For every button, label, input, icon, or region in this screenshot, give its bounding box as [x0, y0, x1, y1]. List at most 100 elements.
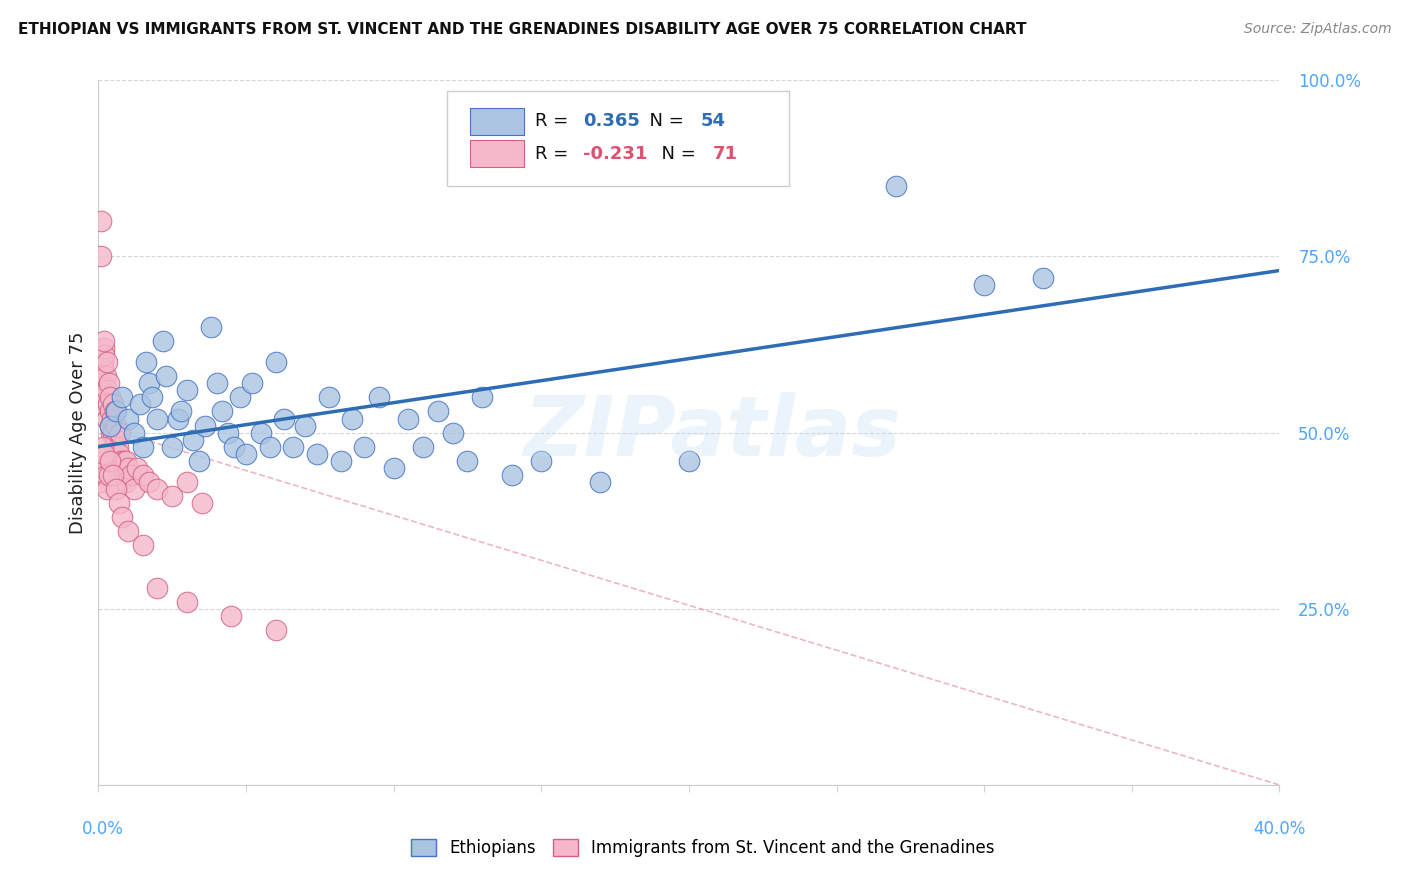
Point: [108, 425, 131, 440]
Point: [259, 440, 281, 454]
Text: 0.365: 0.365: [582, 112, 640, 130]
Point: [155, 369, 177, 384]
Point: [111, 467, 134, 482]
Point: [97, 397, 120, 411]
Point: [273, 411, 295, 425]
Point: [90, 369, 112, 384]
Point: [100, 411, 122, 425]
Point: [117, 524, 139, 539]
Point: [97, 376, 120, 391]
Point: [191, 496, 214, 510]
Point: [115, 475, 138, 489]
Point: [98, 391, 121, 405]
Point: [132, 467, 155, 482]
Point: [264, 623, 287, 637]
Point: [224, 440, 246, 454]
Point: [146, 411, 169, 425]
Point: [412, 440, 434, 454]
Point: [94, 391, 117, 405]
Point: [105, 482, 128, 496]
Text: 0.0%: 0.0%: [82, 820, 124, 838]
Text: 54: 54: [700, 112, 725, 130]
Point: [94, 369, 117, 384]
Point: [122, 425, 145, 440]
Point: [187, 454, 209, 468]
Point: [110, 454, 132, 468]
Text: R =: R =: [536, 112, 575, 130]
Point: [141, 391, 163, 405]
Point: [973, 277, 995, 292]
Point: [305, 447, 328, 461]
Point: [342, 411, 364, 425]
Point: [135, 355, 157, 369]
Point: [90, 475, 112, 489]
Point: [103, 425, 125, 440]
Point: [125, 460, 148, 475]
Point: [93, 341, 115, 355]
Point: [530, 454, 553, 468]
Point: [353, 440, 375, 454]
Point: [91, 362, 114, 376]
Point: [105, 454, 128, 468]
Point: [176, 475, 198, 489]
Point: [96, 355, 118, 369]
Point: [294, 418, 316, 433]
Point: [194, 418, 217, 433]
Point: [90, 384, 112, 398]
Point: [176, 384, 198, 398]
Text: N =: N =: [650, 145, 702, 162]
Text: R =: R =: [536, 145, 575, 162]
Point: [240, 376, 263, 391]
Point: [98, 418, 121, 433]
Text: ETHIOPIAN VS IMMIGRANTS FROM ST. VINCENT AND THE GRENADINES DISABILITY AGE OVER : ETHIOPIAN VS IMMIGRANTS FROM ST. VINCENT…: [18, 22, 1026, 37]
Point: [96, 384, 118, 398]
Point: [250, 425, 273, 440]
Point: [217, 425, 239, 440]
Point: [138, 376, 160, 391]
Point: [90, 391, 112, 405]
Point: [589, 475, 612, 489]
Point: [221, 608, 243, 623]
Point: [368, 391, 391, 405]
Point: [93, 447, 115, 461]
Legend: Ethiopians, Immigrants from St. Vincent and the Grenadines: Ethiopians, Immigrants from St. Vincent …: [405, 832, 1001, 864]
FancyBboxPatch shape: [447, 91, 789, 186]
Point: [111, 391, 134, 405]
Point: [98, 454, 121, 468]
Point: [114, 467, 136, 482]
Point: [108, 447, 131, 461]
Point: [108, 496, 131, 510]
Point: [138, 475, 160, 489]
Point: [162, 489, 183, 503]
Point: [128, 397, 150, 411]
Text: N =: N =: [638, 112, 690, 130]
Point: [107, 440, 129, 454]
Point: [91, 440, 114, 454]
Point: [200, 319, 222, 334]
Point: [91, 355, 114, 369]
Point: [97, 467, 120, 482]
Point: [132, 440, 155, 454]
Point: [94, 467, 117, 482]
Point: [96, 482, 118, 496]
Point: [176, 595, 198, 609]
Point: [91, 454, 114, 468]
Point: [146, 482, 169, 496]
Point: [398, 411, 420, 425]
Point: [441, 425, 464, 440]
Point: [181, 433, 204, 447]
Point: [471, 391, 494, 405]
Point: [382, 460, 405, 475]
Point: [93, 334, 115, 348]
Point: [152, 334, 174, 348]
Text: ZIPatlas: ZIPatlas: [523, 392, 901, 473]
Point: [90, 214, 112, 228]
Point: [89, 397, 111, 411]
Point: [111, 510, 134, 524]
Point: [90, 249, 112, 264]
Point: [329, 454, 352, 468]
Point: [103, 467, 125, 482]
Point: [104, 447, 127, 461]
Point: [96, 411, 118, 425]
Point: [235, 447, 257, 461]
